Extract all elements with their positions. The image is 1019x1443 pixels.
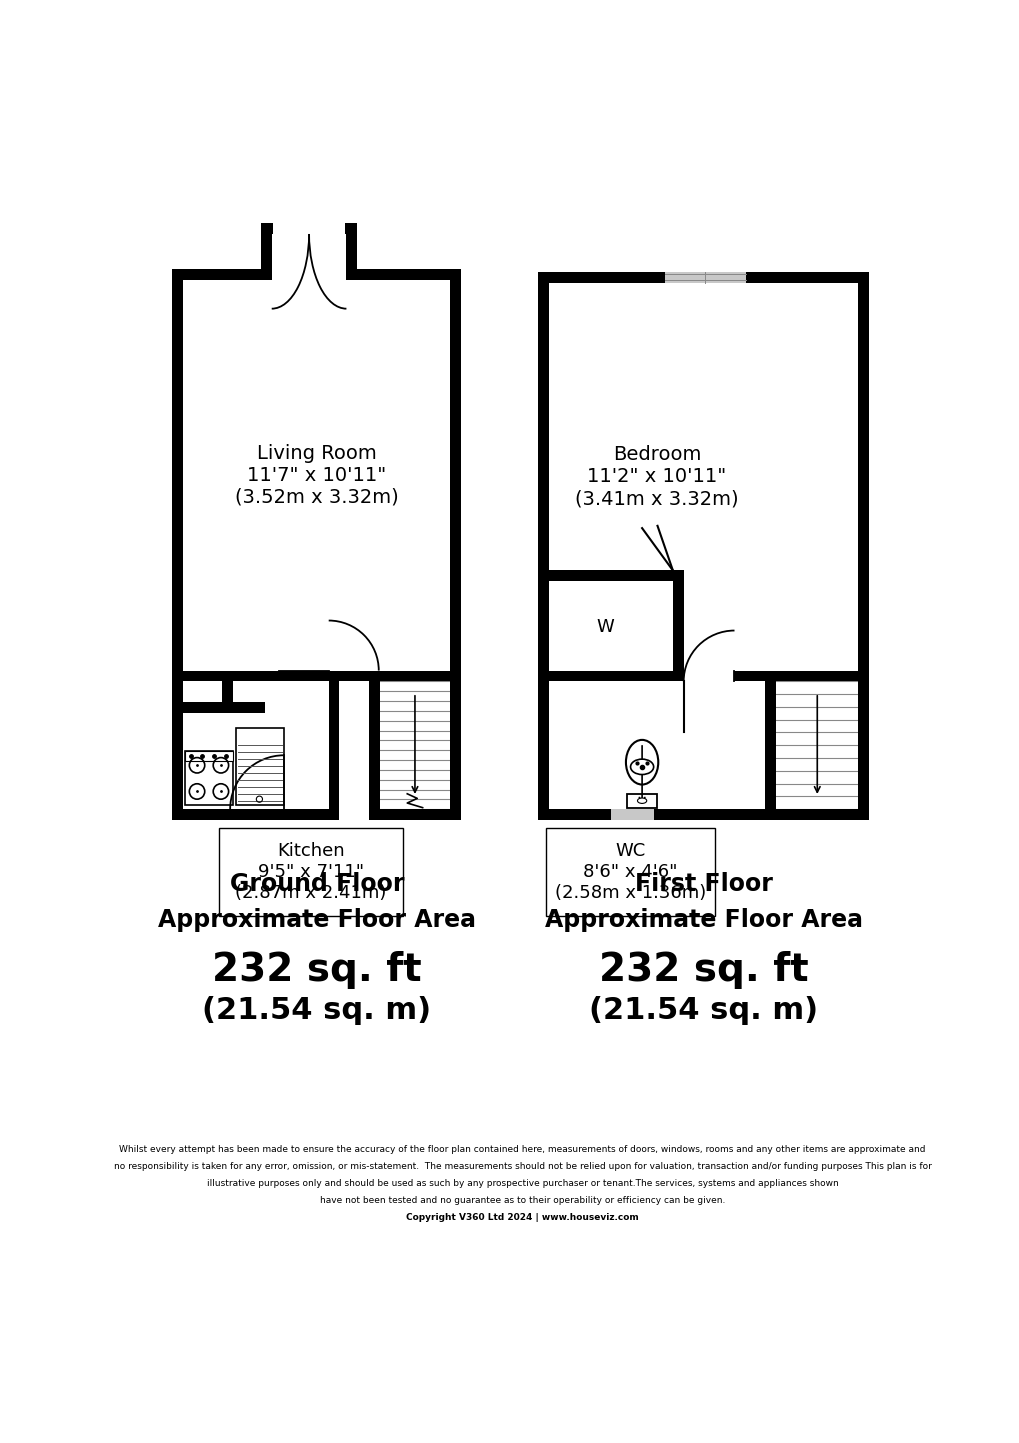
Bar [172, 810, 339, 820]
Ellipse shape [626, 740, 657, 785]
Bar [172, 270, 261, 280]
Text: illustrative purposes only and should be used as such by any prospective purchas: illustrative purposes only and should be… [207, 1179, 838, 1188]
Bar [627, 794, 656, 808]
Text: Kitchen
9'5" x 7'11"
(2.87m x 2.41m): Kitchen 9'5" x 7'11" (2.87m x 2.41m) [235, 843, 386, 902]
Text: Bedroom
11'2" x 10'11"
(3.41m x 3.32m): Bedroom 11'2" x 10'11" (3.41m x 3.32m) [575, 444, 738, 508]
Bar [218, 828, 403, 916]
Bar [548, 671, 673, 681]
Bar [357, 270, 461, 280]
Bar [328, 681, 339, 820]
Text: First Floor: First Floor [634, 872, 771, 896]
Text: no responsibility is taken for any error, omission, or mis-statement.  The measu: no responsibility is taken for any error… [114, 1162, 930, 1170]
Bar [184, 752, 233, 805]
Bar [538, 810, 868, 820]
Text: 232 sq. ft: 232 sq. ft [212, 951, 421, 988]
Bar [673, 570, 683, 681]
Text: Living Room
11'7" x 10'11"
(3.52m x 3.32m): Living Room 11'7" x 10'11" (3.52m x 3.32… [234, 444, 398, 506]
Bar [172, 671, 461, 681]
Bar [858, 271, 868, 820]
Bar [538, 271, 868, 283]
Bar [545, 828, 714, 916]
Bar [369, 810, 461, 820]
Bar [222, 671, 233, 713]
Bar [346, 224, 357, 280]
Bar [664, 271, 745, 283]
Bar [538, 271, 548, 820]
Ellipse shape [637, 798, 646, 804]
Bar [548, 570, 683, 582]
Text: (21.54 sq. m): (21.54 sq. m) [202, 997, 431, 1026]
Text: WC
8'6" x 4'6"
(2.58m x 1.36m): WC 8'6" x 4'6" (2.58m x 1.36m) [554, 843, 705, 902]
Bar [172, 270, 183, 820]
Text: 232 sq. ft: 232 sq. ft [598, 951, 808, 988]
Bar [235, 729, 283, 805]
Bar [261, 224, 273, 234]
Bar [734, 671, 858, 681]
Text: Approximate Floor Area: Approximate Floor Area [544, 908, 862, 932]
Bar [344, 224, 357, 234]
Text: Whilst every attempt has been made to ensure the accuracy of the floor plan cont: Whilst every attempt has been made to en… [119, 1144, 925, 1154]
Text: W: W [596, 619, 613, 636]
Bar [172, 671, 328, 681]
Text: Ground Floor: Ground Floor [229, 872, 404, 896]
Text: Copyright V360 Ltd 2024 | www.houseviz.com: Copyright V360 Ltd 2024 | www.houseviz.c… [406, 1212, 639, 1222]
Bar [261, 224, 271, 280]
Bar [183, 703, 265, 713]
Bar [764, 671, 775, 820]
Bar [369, 671, 379, 820]
Bar [450, 270, 461, 820]
Ellipse shape [630, 759, 653, 775]
Text: have not been tested and no guarantee as to their operability or efficiency can : have not been tested and no guarantee as… [320, 1196, 725, 1205]
Bar [184, 752, 233, 760]
Text: (21.54 sq. m): (21.54 sq. m) [589, 997, 817, 1026]
Text: Approximate Floor Area: Approximate Floor Area [158, 908, 475, 932]
Bar [610, 810, 653, 820]
